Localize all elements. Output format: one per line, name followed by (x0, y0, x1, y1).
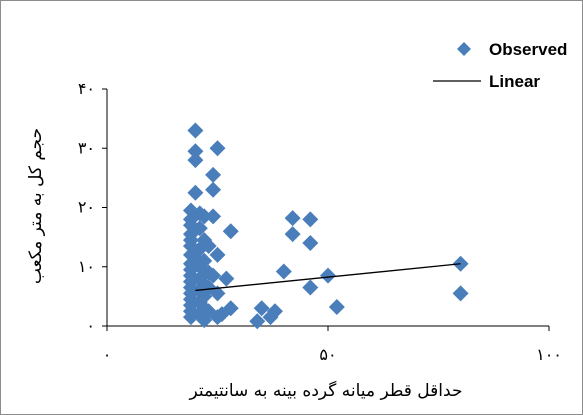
data-point (205, 166, 222, 183)
data-point (187, 152, 204, 169)
data-point (284, 226, 301, 243)
data-point (200, 238, 217, 255)
data-point (266, 303, 283, 320)
data-point (253, 300, 270, 317)
data-point (205, 267, 222, 284)
y-tick-label: ۳۰ (78, 138, 95, 157)
y-axis-title: حجم کل به متر مکعب (26, 128, 46, 284)
data-point (187, 122, 204, 139)
data-point (302, 211, 319, 228)
data-point (222, 223, 239, 240)
data-point (302, 279, 319, 296)
legend-label-observed: Observed (489, 40, 567, 59)
x-axis: ۰ ۵۰ ۱۰۰ (103, 325, 562, 364)
x-tick-label: ۰ (103, 345, 112, 364)
trend-line (195, 263, 461, 292)
legend-label-linear: Linear (489, 72, 540, 91)
data-point (302, 235, 319, 252)
data-point (187, 184, 204, 201)
y-tick-label: ۲۰ (78, 198, 95, 217)
y-tick-label: ۴۰ (78, 79, 95, 98)
data-point (222, 300, 239, 317)
data-point (275, 263, 292, 280)
x-axis-title: حداقل قطر میانه گرده بینه به سانتیمتر (189, 380, 463, 401)
data-point (209, 246, 226, 263)
y-tick-label: ۱۰ (78, 257, 95, 276)
data-point (209, 285, 226, 302)
data-point (187, 143, 204, 160)
data-point (209, 140, 226, 157)
data-point (284, 210, 301, 227)
data-point (218, 270, 235, 287)
linear-series (195, 263, 461, 292)
x-tick-label: ۱۰۰ (536, 345, 562, 364)
x-tick-label: ۵۰ (319, 345, 336, 364)
data-point (205, 181, 222, 198)
legend-marker-observed (457, 42, 471, 56)
data-point (205, 208, 222, 225)
data-point (452, 285, 469, 302)
data-point (249, 313, 266, 330)
data-point (328, 299, 345, 316)
y-tick-label: ۰ (86, 316, 95, 335)
data-point (196, 312, 213, 329)
data-point (320, 267, 336, 284)
data-point (182, 309, 199, 326)
observed-series (182, 122, 469, 330)
legend: Observed Linear (433, 40, 567, 91)
data-point (196, 208, 213, 225)
y-axis: ۰ ۱۰ ۲۰ ۳۰ ۴۰ (78, 79, 108, 335)
